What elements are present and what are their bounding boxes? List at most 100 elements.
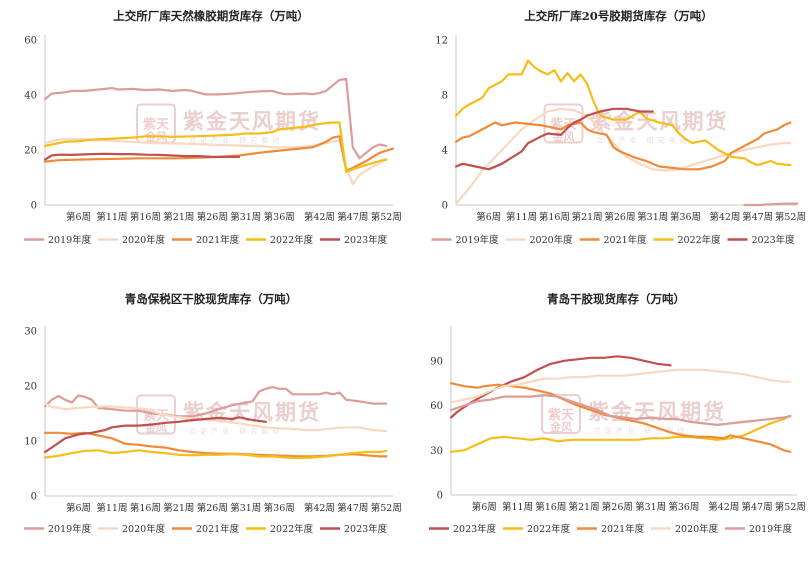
c2-series-line-2023年度: [454, 107, 654, 171]
c1-series-line-2021年度: [43, 135, 395, 172]
c1-legend-item-2019年度: 2019年度: [24, 234, 92, 246]
c4-x-tick-第42周: 第42周: [708, 501, 739, 513]
c3-legend-label: 2023年度: [344, 523, 388, 535]
c2-y-tick-8: 8: [442, 91, 448, 102]
c2-legend-item-2019年度: 2019年度: [431, 234, 500, 246]
c2-y-tick-0: 0: [442, 201, 448, 212]
c2-legend-label: 2019年度: [456, 234, 500, 246]
c1-x-tick-第6周: 第6周: [66, 211, 91, 223]
c4-legend-item-2020年度: 2020年度: [651, 523, 719, 535]
c3-series-line-2023年度: [43, 416, 267, 454]
c1-x-tick-第21周: 第21周: [163, 211, 194, 223]
c3-x-tick-第6周: 第6周: [66, 502, 91, 514]
c2-series-line-2020年度: [454, 107, 792, 205]
c3-x-tick-第47周: 第47周: [337, 502, 368, 514]
c2-x-tick-第11周: 第11周: [506, 211, 537, 223]
c3-x-tick-第52周: 第52周: [371, 502, 402, 514]
c3-series-line-2019年度: [43, 386, 388, 418]
c3-legend-item-2023年度: 2023年度: [320, 523, 388, 535]
c1-watermark-seal-text: 紫天: [143, 117, 170, 133]
c1-x-tick-第16周: 第16周: [130, 211, 161, 223]
c4-legend-label: 2022年度: [527, 523, 571, 535]
c4-watermark-seal-text: 紫天: [548, 407, 575, 423]
c4-legend-item-2021年度: 2021年度: [577, 523, 645, 535]
c2-watermark-slogan: 立足产业 研究驱动: [597, 136, 691, 145]
c4-x-tick-第6周: 第6周: [472, 501, 497, 513]
c4-x-tick-第31周: 第31周: [635, 501, 666, 513]
c4-x-tick-第52周: 第52周: [775, 501, 806, 513]
c1-x-tick-第26周: 第26周: [197, 211, 228, 223]
c2-x-tick-第36周: 第36周: [670, 211, 701, 223]
c3-series-line-2020年度: [43, 402, 388, 433]
c3-y-tick-30: 30: [24, 327, 37, 338]
c3-title: 青岛保税区干胶现货库存（万吨）: [125, 292, 298, 306]
c1-series-line-2019年度: [43, 77, 388, 160]
c1-series-line-2020年度: [43, 137, 388, 186]
c4-legend-item-2019年度: 2019年度: [725, 523, 793, 535]
c4-x-tick-第26周: 第26周: [602, 501, 633, 513]
c3-legend-item-2019年度: 2019年度: [24, 523, 92, 535]
c1-legend-label: 2021年度: [196, 234, 240, 246]
c4-legend-label: 2021年度: [601, 523, 645, 535]
c3-x-tick-第26周: 第26周: [197, 502, 228, 514]
c1-y-tick-20: 20: [24, 146, 37, 157]
c3-legend-label: 2020年度: [122, 523, 166, 535]
c4-legend-label: 2023年度: [453, 523, 497, 535]
c4-legend-label: 2019年度: [749, 523, 793, 535]
c4-watermark-slogan: 立足产业 研究驱动: [594, 426, 688, 435]
c2-y-tick-12: 12: [435, 36, 448, 47]
c1-title: 上交所厂库天然橡胶期货库存（万吨）: [113, 9, 309, 23]
c1-legend-item-2020年度: 2020年度: [98, 234, 166, 246]
c3-legend-item-2022年度: 2022年度: [246, 523, 314, 535]
c4-series-line-2019年度: [449, 394, 792, 426]
c4-legend-item-2022年度: 2022年度: [503, 523, 571, 535]
c3-x-tick-第16周: 第16周: [130, 502, 161, 514]
c4-x-tick-第21周: 第21周: [569, 501, 600, 513]
c4-title: 青岛干胶现货库存（万吨）: [547, 292, 685, 306]
c2-legend-item-2023年度: 2023年度: [727, 234, 795, 246]
c1-legend-label: 2019年度: [48, 234, 92, 246]
c4-series-line-2020年度: [449, 368, 792, 404]
c1-series-line-2023年度: [43, 152, 241, 161]
c2-x-tick-第16周: 第16周: [539, 211, 570, 223]
c3-y-tick-20: 20: [24, 382, 37, 393]
c2-x-tick-第42周: 第42周: [709, 211, 740, 223]
chart-panel-4: 青岛干胶现货库存（万吨） 紫天 金风 紫金天风期货 立足产业 研究驱动 0 30 60 90 第6…: [406, 283, 812, 566]
c1-watermark-slogan: 立足产业 研究驱动: [189, 136, 283, 145]
c4-y-tick-60: 60: [430, 401, 443, 412]
c2-legend-item-2021年度: 2021年度: [579, 234, 647, 246]
c4-legend-item-2023年度: 2023年度: [429, 523, 497, 535]
c1-legend-label: 2023年度: [344, 234, 388, 246]
c2-x-tick-第47周: 第47周: [742, 211, 773, 223]
c2-series-line-2021年度: [454, 121, 792, 171]
c4-x-tick-第16周: 第16周: [535, 501, 566, 513]
c3-legend-item-2020年度: 2020年度: [98, 523, 166, 535]
c3-legend-label: 2021年度: [196, 523, 240, 535]
chart-panel-2: 上交所厂库20号胶期货库存（万吨） 紫天 金风 紫金天风期货 立足产业 研究驱动 0 4 8 1…: [406, 0, 812, 283]
c4-legend-label: 2020年度: [675, 523, 719, 535]
c4-watermark-name: 紫金天风期货: [588, 399, 726, 424]
c1-x-tick-第42周: 第42周: [304, 211, 335, 223]
c1-x-tick-第31周: 第31周: [230, 211, 261, 223]
c3-legend-label: 2019年度: [48, 523, 92, 535]
c2-x-tick-第26周: 第26周: [604, 211, 635, 223]
c1-legend-item-2021年度: 2021年度: [172, 234, 240, 246]
c3-series-line-2022年度: [43, 449, 388, 460]
c1-y-tick-60: 60: [24, 36, 37, 47]
c1-y-tick-0: 0: [31, 201, 37, 212]
c2-legend-item-2020年度: 2020年度: [505, 234, 573, 246]
chart-panel-1: 上交所厂库天然橡胶期货库存（万吨） 紫天 金风 紫金天风期货 立足产业 研究驱动 0 20 4…: [0, 0, 406, 283]
c2-y-tick-4: 4: [442, 146, 448, 157]
c3-y-tick-10: 10: [24, 437, 37, 448]
c1-legend-label: 2022年度: [270, 234, 314, 246]
c3-watermark-slogan: 立足产业 研究驱动: [189, 427, 283, 436]
c3-x-tick-第11周: 第11周: [96, 502, 127, 514]
c3-x-tick-第21周: 第21周: [163, 502, 194, 514]
